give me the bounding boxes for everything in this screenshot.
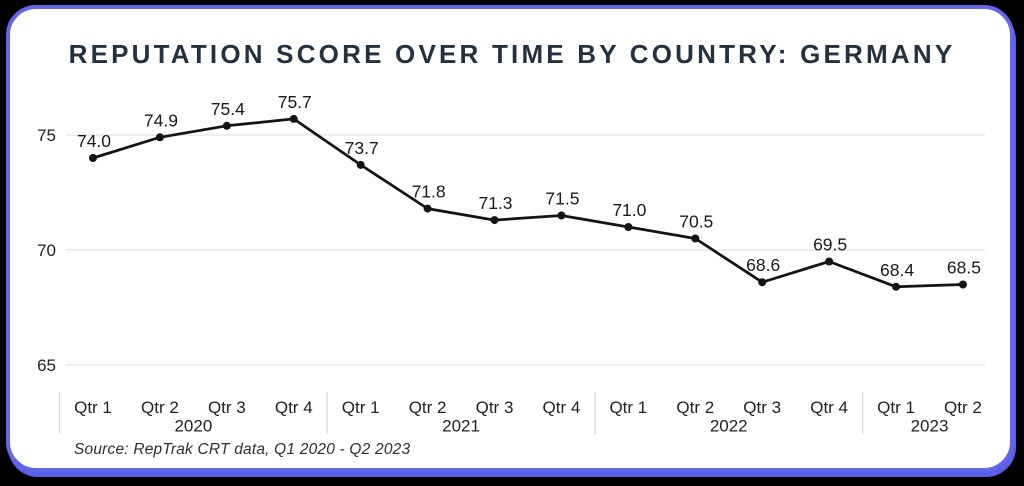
data-label: 75.7 [278,92,312,112]
data-label: 74.0 [77,131,111,151]
data-point [825,257,834,266]
x-axis-quarter-label: Qtr 1 [74,398,112,417]
x-axis-quarter-label: Qtr 2 [409,398,447,417]
data-label: 68.6 [746,255,780,275]
x-axis-quarter-label: Qtr 2 [141,398,179,417]
x-axis-quarter-label: Qtr 1 [877,398,915,417]
source-note: Source: RepTrak CRT data, Q1 2020 - Q2 2… [74,441,411,458]
x-axis-quarter-label: Qtr 1 [342,398,380,417]
data-point [490,216,499,225]
data-point [557,211,566,220]
y-axis-tick-label: 75 [37,126,56,145]
x-axis-quarter-label: Qtr 2 [944,398,982,417]
data-label: 68.5 [947,258,981,278]
x-axis-quarter-label: Qtr 4 [543,398,581,417]
data-point [958,280,967,289]
data-point [624,223,633,231]
data-label: 68.4 [880,260,914,280]
data-point [691,234,700,243]
x-axis-year-label: 2021 [442,417,480,436]
x-axis-quarter-label: Qtr 3 [743,398,781,417]
data-label: 71.3 [478,193,512,213]
data-label: 71.8 [412,182,446,202]
data-point [758,278,767,287]
x-axis-quarter-label: Qtr 1 [609,398,647,417]
data-point [423,204,432,213]
data-label: 69.5 [813,235,847,255]
data-point [89,154,97,162]
data-label: 71.5 [545,189,579,209]
x-axis-quarter-label: Qtr 4 [810,398,848,417]
data-label: 74.9 [144,110,178,130]
chart-title: REPUTATION SCORE OVER TIME BY COUNTRY: G… [68,39,956,69]
series-line [91,117,965,289]
data-point [155,133,164,142]
data-point [892,282,901,291]
data-label: 71.0 [612,200,646,220]
x-axis-year-label: 2020 [174,417,212,436]
y-axis-tick-label: 65 [37,356,56,375]
x-axis-quarter-label: Qtr 2 [676,398,714,417]
x-axis-quarter-label: Qtr 3 [208,398,246,417]
data-label: 73.7 [345,138,379,158]
x-axis-quarter-label: Qtr 3 [476,398,514,417]
y-axis-tick-label: 70 [37,241,56,260]
chart-card [6,5,1014,472]
data-label: 75.4 [211,99,245,119]
x-axis-year-label: 2022 [710,417,748,436]
data-point [222,121,231,130]
data-point [356,160,365,169]
x-axis-year-label: 2023 [911,417,949,436]
x-axis-quarter-label: Qtr 4 [275,398,313,417]
data-label: 70.5 [679,212,713,232]
data-point [289,114,298,123]
